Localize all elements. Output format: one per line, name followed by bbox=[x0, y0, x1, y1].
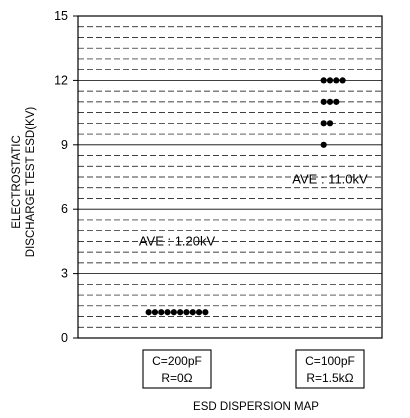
category-label-line-1: C=200pF bbox=[152, 354, 202, 368]
y-tick-label: 6 bbox=[61, 202, 68, 216]
data-point bbox=[202, 309, 209, 316]
data-point bbox=[177, 309, 184, 316]
data-point bbox=[170, 309, 177, 316]
data-point bbox=[164, 309, 171, 316]
y-axis-label-line-1: ELECTROSTATIC bbox=[11, 135, 23, 229]
y-tick-label: 9 bbox=[61, 138, 68, 152]
data-point bbox=[333, 77, 340, 84]
average-label: AVE : 1.20kV bbox=[139, 234, 216, 249]
x-category-boxes: C=200pF R=0Ω C=100pF R=1.5kΩ bbox=[142, 349, 365, 389]
category-box bbox=[295, 349, 365, 389]
category-box bbox=[142, 349, 212, 389]
average-labels: AVE : 1.20kV AVE : 11.0kV bbox=[139, 171, 368, 248]
data-point bbox=[333, 98, 340, 105]
average-label: AVE : 11.0kV bbox=[292, 171, 368, 186]
data-point bbox=[326, 120, 334, 127]
data-point bbox=[189, 309, 196, 316]
y-tick-label: 3 bbox=[61, 267, 68, 281]
chart-caption: ESD DISPERSION MAP bbox=[193, 401, 319, 413]
data-point bbox=[320, 141, 327, 148]
data-point bbox=[158, 309, 165, 316]
data-point bbox=[320, 98, 327, 105]
y-axis-ticks: 0 3 6 9 12 15 bbox=[54, 9, 78, 345]
data-point bbox=[326, 98, 334, 105]
plot-frame bbox=[77, 15, 383, 339]
data-point bbox=[320, 77, 327, 84]
data-point bbox=[326, 77, 334, 84]
data-point bbox=[195, 309, 203, 316]
category-label-line-1: C=100pF bbox=[305, 354, 355, 368]
category-label-line-2: R=0Ω bbox=[161, 371, 192, 385]
category-label-line-2: R=1.5kΩ bbox=[306, 371, 353, 385]
y-tick-label: 12 bbox=[54, 73, 68, 87]
y-tick-label: 15 bbox=[54, 9, 68, 23]
data-point bbox=[151, 309, 159, 316]
y-axis-label-line-2: DISCHARGE TEST ESD(KV) bbox=[25, 107, 37, 258]
y-tick-label: 0 bbox=[61, 331, 68, 345]
data-point bbox=[145, 309, 152, 316]
data-point bbox=[339, 77, 346, 84]
data-points bbox=[145, 77, 346, 316]
grid-lines bbox=[78, 26, 382, 328]
data-point bbox=[183, 309, 190, 316]
data-point bbox=[320, 120, 327, 127]
